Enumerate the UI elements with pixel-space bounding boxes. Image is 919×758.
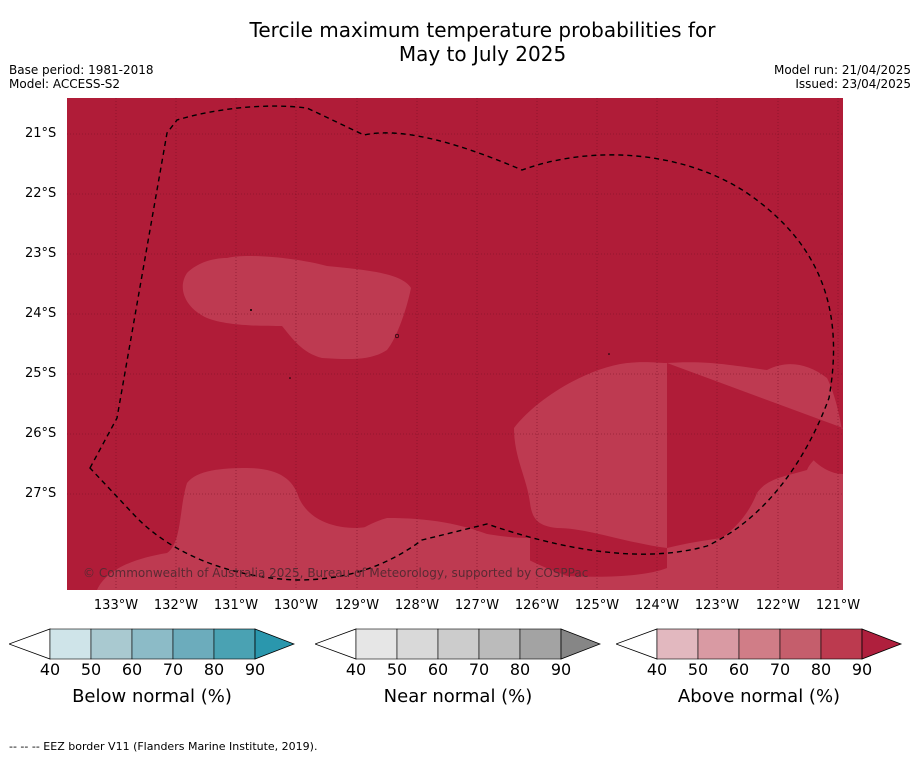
colorbar-extend-low [315,628,357,660]
colorbar-segment [779,628,822,660]
colorbar-tick: 80 [203,660,225,679]
colorbar-tick: 80 [810,660,832,679]
colorbar-segment [519,628,562,660]
colorbar-segment [820,628,863,660]
lon-label: 131°W [213,598,259,613]
above-80-region [514,362,667,548]
copyright-notice: © Commonwealth of Australia 2025, Bureau… [83,566,589,580]
lon-label: 125°W [574,598,620,613]
lon-label: 133°W [93,598,139,613]
base-period: Base period: 1981-2018 [9,63,154,77]
colorbar-tick: 40 [39,660,61,679]
island [289,377,291,379]
lat-label: 23°S [25,246,57,261]
lat-label: 25°S [25,366,57,381]
colorbar-extend-high [560,628,601,660]
colorbar-tick: 50 [80,660,102,679]
colorbar-segment [213,628,256,660]
colorbar-tick: 60 [728,660,750,679]
model-run: Model run: 21/04/2025 [773,63,911,77]
lon-label: 128°W [394,598,440,613]
colorbar-tick: 90 [550,660,572,679]
colorbar-segment [355,628,398,660]
colorbar-tick: 50 [386,660,408,679]
colorbar-tick: 90 [851,660,873,679]
colorbar-tick: 70 [769,660,791,679]
lon-label: 130°W [273,598,319,613]
colorbar-tick: 40 [646,660,668,679]
lon-label: 127°W [454,598,500,613]
title-line-1: Tercile maximum temperature probabilitie… [249,18,716,42]
above-80-region [182,255,411,360]
meta-right: Model run: 21/04/2025 Issued: 23/04/2025 [774,63,911,91]
lon-label: 129°W [334,598,380,613]
colorbar-tick: 60 [427,660,449,679]
colorbar-tick: 90 [244,660,266,679]
colorbar-tick: 80 [509,660,531,679]
below-normal-title: Below normal (%) [72,686,232,707]
colorbar-segment [49,628,92,660]
model-name: Model: ACCESS-S2 [9,77,121,91]
title-line-2: May to July 2025 [398,42,567,66]
colorbar-segment [656,628,699,660]
lon-label: 123°W [694,598,740,613]
colorbar-tick: 70 [162,660,184,679]
lon-label: 132°W [153,598,199,613]
above-normal-colorbar [616,628,903,660]
colorbar-segment [396,628,439,660]
above-80-region [97,468,530,590]
colorbar-segment [172,628,215,660]
issued-date: Issued: 23/04/2025 [795,77,911,91]
lon-label: 121°W [815,598,861,613]
colorbar-segment [478,628,521,660]
colorbar-extend-low [9,628,51,660]
lat-label: 27°S [25,486,57,501]
colorbar-extend-high [254,628,295,660]
colorbar-tick: 60 [121,660,143,679]
near-normal-colorbar [315,628,601,660]
graticule [67,98,843,590]
near-normal-title: Near normal (%) [383,686,533,707]
colorbar-tick: 70 [468,660,490,679]
colorbar-tick: 40 [345,660,367,679]
colorbar-extend-high [861,628,903,660]
lat-label: 22°S [25,186,57,201]
above-normal-title: Above normal (%) [677,686,841,707]
colorbar-segment [90,628,133,660]
map-title: Tercile maximum temperature probabilitie… [0,18,919,66]
lon-label: 124°W [634,598,680,613]
lat-label: 21°S [25,126,57,141]
island [250,309,252,311]
colorbar-segment [697,628,740,660]
colorbar-segment [738,628,781,660]
colorbar-tick: 50 [687,660,709,679]
island [394,333,400,339]
colorbar-extend-low [616,628,658,660]
colorbar-segment [437,628,480,660]
meta-left: Base period: 1981-2018 Model: ACCESS-S2 [9,63,154,91]
eez-legend-note: -- -- -- EEZ border V11 (Flanders Marine… [9,740,318,753]
lat-label: 24°S [25,306,57,321]
eez-border [89,105,835,581]
lon-label: 122°W [755,598,801,613]
colorbar-segment [131,628,174,660]
probability-map [67,98,843,590]
above-90-region [807,428,843,474]
below-normal-colorbar [9,628,295,660]
lat-label: 26°S [25,426,57,441]
lon-label: 126°W [514,598,560,613]
island [608,353,610,355]
